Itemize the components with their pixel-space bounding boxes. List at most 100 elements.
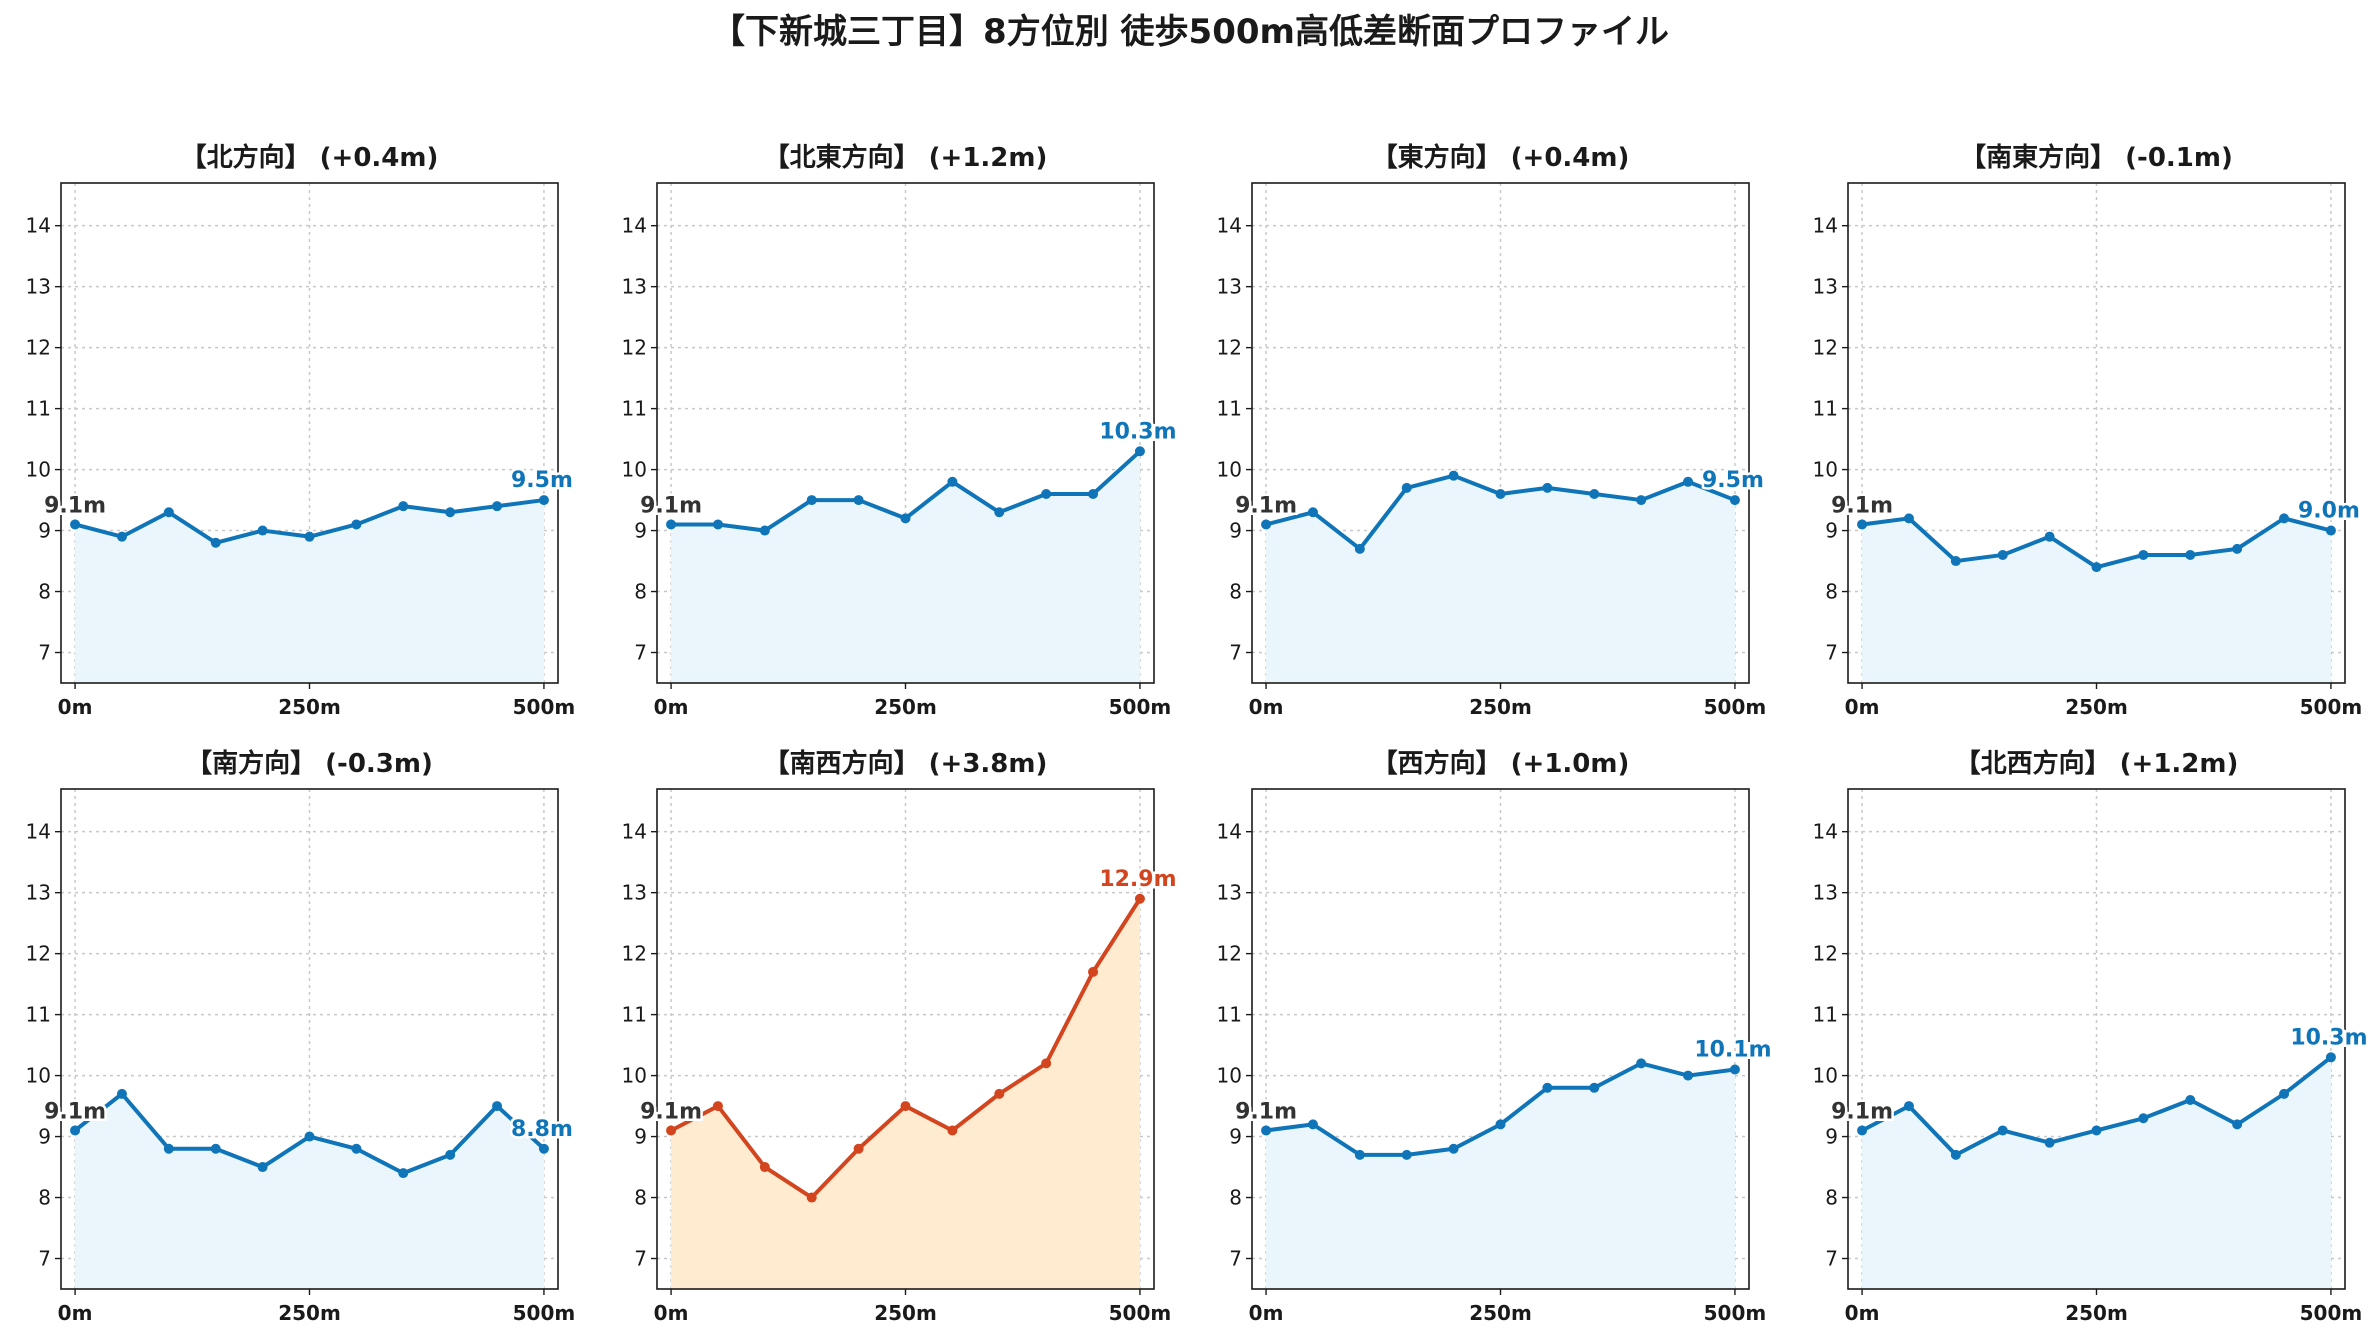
data-point xyxy=(1448,470,1459,481)
data-point xyxy=(994,507,1005,518)
y-tick-label: 9 xyxy=(38,519,51,543)
x-tick-label: 0m xyxy=(1845,695,1880,719)
data-point xyxy=(712,1101,723,1112)
start-elevation-label: 9.1m xyxy=(640,493,702,518)
data-point xyxy=(1448,1143,1459,1154)
data-point xyxy=(1636,1058,1647,1069)
y-tick-label: 8 xyxy=(38,580,51,604)
y-tick-label: 9 xyxy=(634,1125,647,1149)
data-point xyxy=(1088,488,1099,499)
y-tick-label: 12 xyxy=(622,336,647,360)
data-point xyxy=(947,1125,958,1136)
y-tick-label: 11 xyxy=(1217,1003,1242,1027)
y-tick-label: 14 xyxy=(1813,214,1838,238)
y-tick-label: 11 xyxy=(1217,397,1242,421)
data-point xyxy=(900,513,911,524)
data-point xyxy=(1903,513,1914,524)
data-point xyxy=(1307,507,1318,518)
y-tick-label: 14 xyxy=(1217,820,1242,844)
chart-panel-2: 【北東方向】 (+1.2m) 7 8 9 10 11 12 13 14 0m 250m 500m 9.1… xyxy=(622,142,1179,719)
y-tick-label: 13 xyxy=(622,275,647,299)
chart-panel-3: 【東方向】 (+0.4m) 7 8 9 10 11 12 13 14 0m 250m 500m 9.1m… xyxy=(1217,142,1767,719)
start-elevation-label: 9.1m xyxy=(1235,1099,1297,1124)
y-tick-label: 12 xyxy=(1217,942,1242,966)
y-tick-label: 9 xyxy=(38,1125,51,1149)
y-tick-label: 11 xyxy=(26,397,51,421)
data-point xyxy=(304,1131,315,1142)
y-tick-label: 11 xyxy=(622,1003,647,1027)
start-elevation-label: 9.1m xyxy=(44,493,106,518)
data-point xyxy=(1495,1119,1506,1130)
data-point xyxy=(853,1143,864,1154)
y-tick-label: 12 xyxy=(26,942,51,966)
x-tick-label: 250m xyxy=(874,1301,937,1325)
data-point xyxy=(2325,1052,2336,1063)
data-point xyxy=(492,501,503,512)
end-elevation-label: 8.8m xyxy=(511,1117,573,1142)
x-tick-label: 250m xyxy=(2065,1301,2128,1325)
data-point xyxy=(1729,1064,1740,1075)
x-tick-label: 500m xyxy=(1109,695,1172,719)
end-elevation-label: 9.5m xyxy=(1702,468,1764,493)
x-tick-label: 0m xyxy=(1249,1301,1284,1325)
data-point xyxy=(257,1162,268,1173)
start-elevation-label: 9.1m xyxy=(1831,1099,1893,1124)
y-tick-label: 14 xyxy=(1217,214,1242,238)
y-tick-label: 13 xyxy=(622,881,647,905)
data-point xyxy=(2091,562,2102,573)
data-point xyxy=(210,537,221,548)
data-point xyxy=(1041,1058,1052,1069)
data-point xyxy=(163,1143,174,1154)
y-tick-label: 8 xyxy=(1825,580,1838,604)
data-point xyxy=(994,1088,1005,1099)
x-tick-label: 500m xyxy=(513,695,576,719)
data-point xyxy=(1401,482,1412,493)
data-point xyxy=(1307,1119,1318,1130)
data-point xyxy=(1997,549,2008,560)
x-tick-label: 500m xyxy=(1704,695,1767,719)
data-point xyxy=(1041,488,1052,499)
x-tick-label: 250m xyxy=(2065,695,2128,719)
profile-area xyxy=(75,1093,544,1289)
x-tick-label: 500m xyxy=(2300,1301,2363,1325)
data-point xyxy=(712,519,723,530)
data-point xyxy=(666,519,677,530)
y-tick-label: 9 xyxy=(1825,519,1838,543)
data-point xyxy=(445,507,456,518)
y-tick-label: 7 xyxy=(38,1247,51,1271)
data-point xyxy=(1134,446,1145,457)
start-elevation-label: 9.1m xyxy=(1235,493,1297,518)
data-point xyxy=(1134,893,1145,904)
start-elevation-label: 9.1m xyxy=(1831,493,1893,518)
data-point xyxy=(666,1125,677,1136)
data-point xyxy=(538,1143,549,1154)
chart-panel-5: 【南方向】 (-0.3m) 7 8 9 10 11 12 13 14 0m 250m 500m 9.1m… xyxy=(26,748,576,1325)
end-elevation-label: 9.5m xyxy=(511,468,573,493)
data-point xyxy=(163,507,174,518)
data-point xyxy=(759,525,770,536)
data-point xyxy=(2232,543,2243,554)
profile-area xyxy=(1862,518,2331,683)
data-point xyxy=(2232,1119,2243,1130)
y-tick-label: 7 xyxy=(1229,641,1242,665)
data-point xyxy=(1354,1149,1365,1160)
panel-title: 【東方向】 (+0.4m) xyxy=(1372,142,1630,173)
y-tick-label: 13 xyxy=(26,275,51,299)
data-point xyxy=(2044,1137,2055,1148)
x-tick-label: 250m xyxy=(874,695,937,719)
chart-panel-7: 【西方向】 (+1.0m) 7 8 9 10 11 12 13 14 0m 250m 500m 9.1m… xyxy=(1217,748,1774,1325)
data-point xyxy=(2279,1088,2290,1099)
y-tick-label: 10 xyxy=(26,1064,51,1088)
data-point xyxy=(900,1101,911,1112)
data-point xyxy=(853,495,864,506)
data-point xyxy=(351,1143,362,1154)
data-point xyxy=(538,495,549,506)
y-tick-label: 9 xyxy=(1229,519,1242,543)
x-tick-label: 0m xyxy=(1845,1301,1880,1325)
y-tick-label: 14 xyxy=(26,820,51,844)
y-tick-label: 12 xyxy=(1217,336,1242,360)
end-elevation-label: 9.0m xyxy=(2298,499,2360,524)
data-point xyxy=(2325,525,2336,536)
y-tick-label: 13 xyxy=(26,881,51,905)
